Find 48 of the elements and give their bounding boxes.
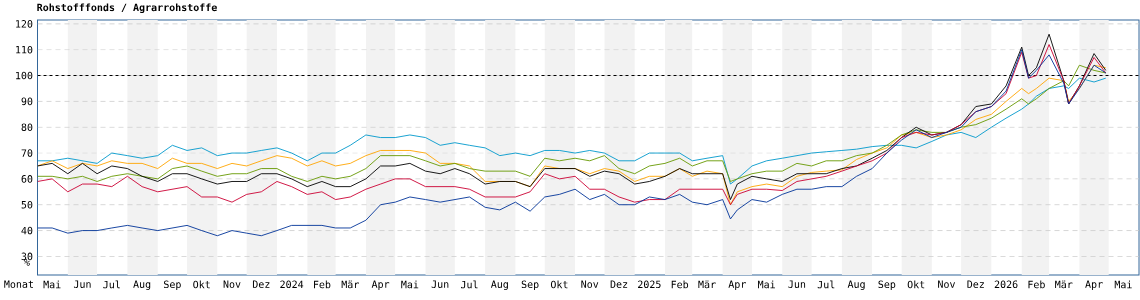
x-tick-label: Feb bbox=[314, 280, 331, 289]
x-tick-label: Apr bbox=[728, 280, 746, 290]
x-tick-label: Apr bbox=[1085, 280, 1103, 290]
x-tick-label: Feb bbox=[1028, 280, 1045, 289]
y-tick-label: 120 bbox=[16, 20, 33, 28]
x-tick-label: Sep bbox=[164, 280, 181, 291]
x-tick-label: Mai bbox=[1114, 280, 1132, 289]
x-tick-label: Mai bbox=[401, 280, 419, 289]
x-tick-label: Jul bbox=[817, 280, 835, 289]
chart-title: Rohstofffonds / Agrarrohstoffe bbox=[37, 3, 217, 14]
y-tick-label: 50 bbox=[21, 200, 33, 209]
x-tick-label: Nov bbox=[223, 280, 241, 288]
x-tick-label: Okt bbox=[907, 280, 925, 289]
x-tick-label: Jul bbox=[461, 280, 478, 289]
y-tick-label: 100 bbox=[16, 71, 33, 80]
y-tick-label: 40 bbox=[21, 226, 33, 235]
x-tick-label: Nov bbox=[581, 280, 599, 288]
x-tick-label: Feb bbox=[671, 280, 689, 289]
x-tick-label: Apr bbox=[371, 280, 390, 290]
x-tick-label: Aug bbox=[133, 280, 151, 290]
x-tick-label: Jun bbox=[431, 280, 449, 288]
x-tick-label: Mär bbox=[1055, 280, 1073, 289]
x-tick-label: Mai bbox=[758, 280, 775, 289]
x-tick-label: Aug bbox=[490, 280, 508, 290]
x-tick-label: Mai bbox=[43, 280, 61, 289]
y-tick-label: 80 bbox=[21, 123, 33, 131]
x-tick-label: Okt bbox=[193, 280, 210, 289]
y-tick-label: 90 bbox=[21, 97, 33, 106]
x-tick-label: Sep bbox=[521, 280, 539, 291]
x-tick-label: Dez bbox=[610, 280, 628, 288]
x-axis-title: Monat bbox=[4, 280, 33, 288]
x-tick-label: Nov bbox=[938, 280, 956, 288]
x-tick-label: Sep bbox=[878, 280, 896, 291]
y-tick-label: 70 bbox=[21, 149, 33, 157]
x-tick-label: 2026 bbox=[994, 280, 1018, 289]
x-tick-label: Jun bbox=[73, 280, 91, 288]
x-tick-label: Okt bbox=[550, 280, 568, 289]
x-tick-label: Jul bbox=[103, 280, 120, 289]
x-tick-label: Aug bbox=[847, 280, 865, 290]
x-tick-label: Mär bbox=[341, 280, 359, 289]
x-tick-label: Dez bbox=[252, 280, 270, 288]
x-tick-label: Dez bbox=[967, 280, 984, 288]
x-tick-label: Jun bbox=[788, 280, 806, 288]
x-tick-label: Mär bbox=[698, 280, 716, 289]
y-tick-label: 110 bbox=[16, 45, 33, 54]
y-tick-label: 60 bbox=[21, 175, 33, 183]
x-tick-label: 2024 bbox=[280, 280, 304, 289]
x-tick-label: 2025 bbox=[638, 280, 661, 289]
